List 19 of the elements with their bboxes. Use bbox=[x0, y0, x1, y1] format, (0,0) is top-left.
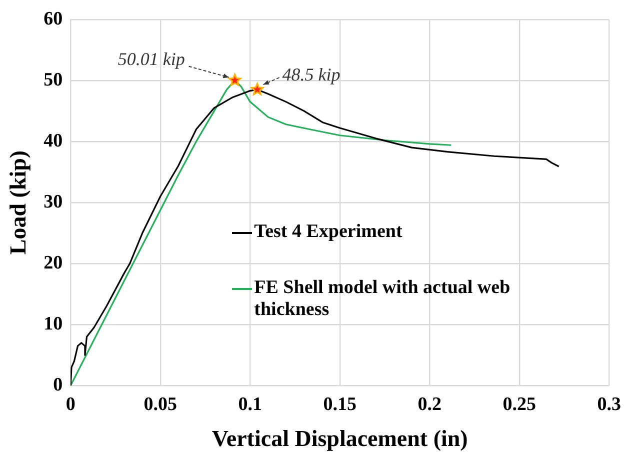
legend-label: Test 4 Experiment bbox=[254, 220, 402, 243]
x-tick-label: 0.25 bbox=[502, 394, 536, 415]
y-tick-label: 20 bbox=[44, 252, 63, 274]
x-tick-label: 0.05 bbox=[144, 394, 177, 415]
y-tick-label: 40 bbox=[44, 130, 63, 152]
y-tick-label: 50 bbox=[44, 69, 63, 90]
y-axis-title: Load (kip) bbox=[6, 150, 31, 255]
y-tick-label: 10 bbox=[44, 313, 63, 334]
annotation: 50.01 kip bbox=[118, 49, 185, 70]
x-axis-title: Vertical Displacement (in) bbox=[212, 426, 468, 452]
x-tick-label: 0.3 bbox=[597, 394, 621, 415]
x-tick-label: 0.2 bbox=[418, 394, 442, 415]
annotation: 48.5 kip bbox=[282, 64, 340, 84]
y-tick-label: 0 bbox=[53, 374, 63, 396]
legend-label: FE Shell model with actual web thickness bbox=[254, 276, 512, 321]
x-tick-label: 0.15 bbox=[323, 394, 356, 415]
y-tick-label: 30 bbox=[44, 191, 63, 212]
x-tick-label: 0.1 bbox=[238, 394, 262, 415]
y-tick-label: 60 bbox=[44, 8, 63, 30]
